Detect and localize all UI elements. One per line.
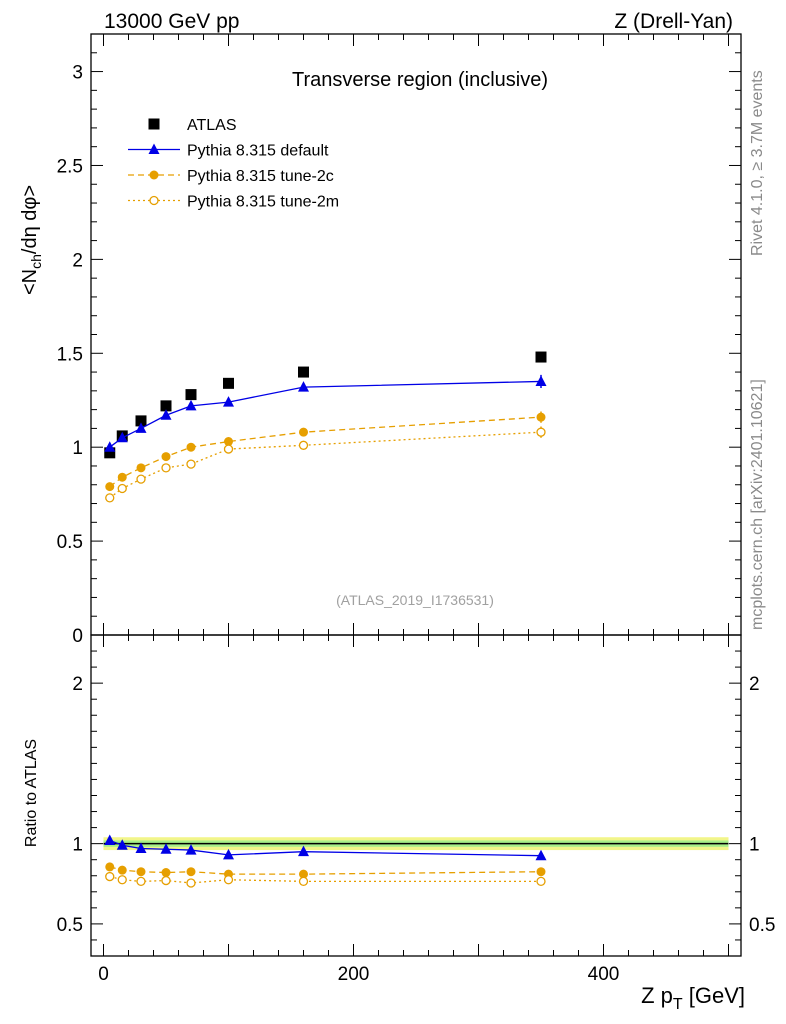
legend-label: Pythia 8.315 default (187, 143, 329, 160)
main-series-3-point (186, 459, 196, 469)
ratio-series-0-point (104, 834, 116, 845)
watermark: (ATLAS_2019_I1736531) (336, 592, 494, 608)
main-series-1-point (104, 441, 116, 452)
ratio-series-0-point (298, 845, 309, 857)
ratio-series-0-point (116, 839, 128, 850)
main-series-2-point (536, 412, 546, 422)
x-tick-label: 200 (338, 964, 370, 985)
main-series-1-line (109, 380, 542, 448)
ratio-series-1-line (109, 866, 542, 875)
ratio-series-1-point (161, 868, 171, 878)
legend-marker (149, 195, 159, 206)
ratio-series-0-point (185, 844, 197, 855)
main-series-2-point (117, 472, 127, 482)
main-series-2-point (136, 463, 146, 473)
legend-marker (149, 170, 159, 180)
main-y-tick-label: 0 (72, 626, 83, 647)
legend-marker (148, 118, 160, 130)
ratio-series-1-point (186, 867, 196, 877)
main-y-tick-label: 2.5 (57, 156, 83, 177)
ratio-y-tick-label: 0.5 (57, 915, 83, 936)
main-series-1-point (535, 375, 547, 386)
x-tick-label: 0 (98, 964, 109, 985)
main-ylabel: <Nch/dη dφ> (19, 185, 44, 295)
main-series-3-line (109, 431, 542, 499)
main-y-tick-label: 1 (72, 438, 83, 459)
main-series-0-point (135, 415, 147, 427)
main-series-2-line (109, 416, 542, 488)
main-series-1-point (116, 431, 128, 443)
ratio-y-tick-label: 1 (72, 835, 83, 856)
main-series-0-point (185, 389, 197, 401)
main-series-2-point (161, 452, 171, 462)
ratio-y-tick-label: 2 (72, 674, 83, 695)
main-series-0-point (298, 366, 309, 378)
ratio-series-1-point (136, 867, 146, 877)
main-series-2-point (186, 442, 196, 452)
ratio-series-0-point (223, 848, 234, 860)
main-y-tick-label: 1.5 (57, 344, 83, 365)
ratio-series-1-point (536, 867, 546, 877)
ratio-series-2-point (136, 876, 146, 887)
ratio-series-1-point (299, 869, 308, 879)
ratio-series-2-point (536, 876, 546, 887)
x-axis-label: Z pT [GeV] (641, 983, 745, 1013)
x-tick-label: 400 (588, 964, 620, 985)
ratio-series-0-point (535, 849, 547, 861)
main-series-2-point (299, 427, 308, 437)
header-left: 13000 GeV pp (104, 10, 239, 33)
ratio-series-2-point (161, 875, 171, 886)
main-series-3-point (298, 440, 309, 450)
main-series-0-point (160, 400, 172, 412)
main-series-1-point (160, 409, 172, 420)
ratio-series-2-point (117, 875, 127, 885)
legend-label: ATLAS (187, 117, 237, 134)
header-right: Z (Drell-Yan) (614, 10, 733, 33)
ratio-series-2-point (186, 878, 196, 888)
main-series-2-point (105, 482, 115, 492)
main-y-tick-label: 2 (72, 250, 83, 271)
ratio-series-2-line (109, 875, 541, 884)
main-series-1-point (135, 422, 147, 433)
main-series-3-point (223, 444, 234, 454)
ratio-y-tick-label-right: 1 (749, 835, 760, 856)
ratio-series-1-point (105, 862, 115, 872)
main-series-2-point (224, 437, 233, 447)
ratio-y-tick-label-right: 2 (749, 674, 760, 695)
ratio-series-2-point (105, 871, 115, 882)
ratio-series-2-point (298, 876, 309, 887)
ratio-series-0-point (160, 843, 172, 854)
main-series-3-point (536, 427, 546, 437)
ratio-series-1-point (117, 865, 127, 875)
main-series-1-point (185, 399, 197, 411)
ratio-series-0-point (135, 842, 147, 853)
main-series-1-point (298, 381, 309, 392)
main-series-3-point (136, 474, 146, 484)
mcplots-label: mcplots.cern.ch [arXiv:2401.10621] (749, 379, 766, 630)
main-series-1-point (223, 396, 234, 407)
ratio-y-tick-label-right: 0.5 (749, 915, 775, 936)
legend-label: Pythia 8.315 tune-2c (187, 168, 334, 185)
main-series-3-point (105, 493, 115, 503)
main-series-0-point (104, 447, 116, 459)
ratio-frame (90, 634, 742, 957)
main-series-3-point (117, 483, 127, 494)
rivet-label: Rivet 4.1.0, ≥ 3.7M events (749, 70, 766, 256)
main-series-3-point (161, 463, 171, 473)
legend-marker (148, 143, 160, 154)
main-series-0-point (535, 351, 547, 363)
main-y-tick-label: 0.5 (57, 532, 83, 553)
legend-label: Pythia 8.315 tune-2m (187, 194, 339, 211)
ratio-ylabel: Ratio to ATLAS (23, 739, 40, 847)
main-series-0-point (223, 377, 234, 389)
main-title: Transverse region (inclusive) (292, 69, 548, 91)
ratio-series-2-point (223, 875, 234, 885)
main-y-tick-label: 3 (72, 63, 83, 84)
